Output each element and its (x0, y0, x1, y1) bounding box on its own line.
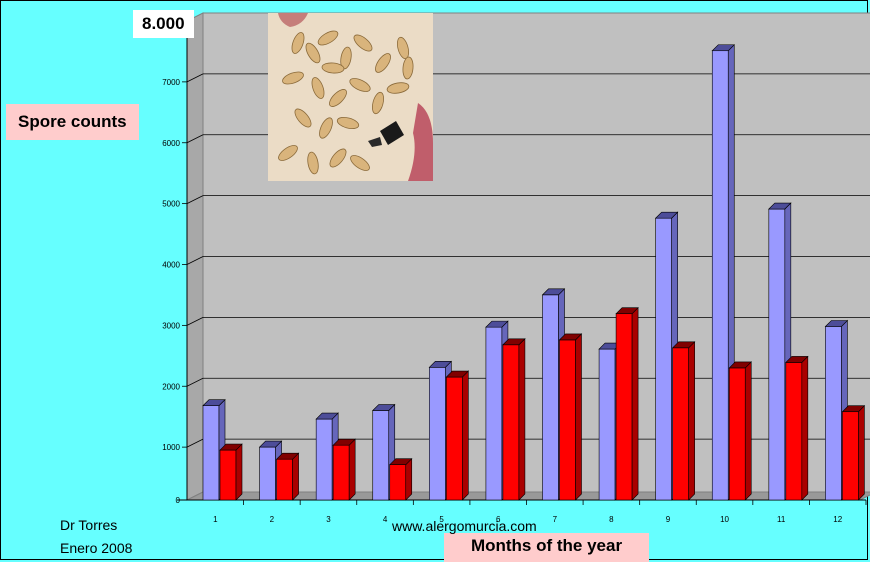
bar-top (558, 333, 583, 341)
bar-front (768, 208, 786, 501)
bar-top (258, 440, 283, 448)
y-axis-title: Spore counts (6, 104, 139, 140)
footer-author: Dr Torres (60, 517, 118, 533)
bar-front (485, 326, 503, 501)
bar-top (332, 438, 356, 446)
gridline-depth (186, 256, 204, 265)
bar-front (655, 217, 672, 501)
x-tick-label: 9 (666, 515, 671, 524)
bar-front (711, 50, 729, 501)
x-axis-title: Months of the year (444, 533, 649, 562)
bar-front (615, 313, 633, 501)
bar-top (275, 452, 300, 460)
spore-micrograph-image (268, 13, 433, 181)
bar-top (372, 404, 396, 411)
bar-top (541, 288, 566, 296)
bar-top (219, 443, 243, 451)
y-axis-max-label: 8.000 (133, 10, 194, 38)
bar-side (688, 341, 695, 501)
gridline-depth (186, 195, 204, 204)
bar-front (728, 367, 746, 501)
bar-top (428, 360, 453, 368)
bar-top (768, 202, 792, 210)
bar-top (728, 361, 752, 369)
gridline-depth (186, 134, 204, 144)
y-tick-label: 2000 (162, 382, 180, 391)
bar-side (631, 306, 639, 501)
bar-front (542, 294, 559, 501)
bar-top (654, 211, 679, 219)
y-tick-label: 4000 (162, 261, 180, 270)
x-tick-label: 11 (777, 515, 786, 524)
bar-side (744, 361, 752, 501)
bar-side (801, 355, 809, 501)
plot-side-wall (186, 12, 204, 501)
bar-top (502, 338, 526, 346)
y-tick-label: 3000 (162, 321, 180, 330)
bar-top (202, 399, 226, 406)
bar-side (405, 457, 413, 501)
bar-side (292, 452, 299, 501)
bar-side (518, 338, 526, 501)
y-tick-label: 5000 (162, 200, 180, 209)
bar-top (785, 356, 809, 363)
bar-front (559, 339, 576, 501)
bar-side (575, 333, 582, 501)
bar-top (389, 458, 413, 465)
bar-top (485, 320, 509, 328)
y-tick-label: 6000 (162, 139, 180, 148)
bar-top (445, 370, 470, 378)
bar-side (348, 438, 356, 501)
footer-date: Enero 2008 (60, 540, 133, 556)
bar-front (598, 348, 616, 501)
bar-front (276, 458, 293, 501)
bar-front (446, 376, 463, 501)
bar-front (672, 347, 689, 501)
bar-front (429, 366, 446, 501)
x-tick-label: 7 (553, 515, 558, 524)
bar-front (842, 411, 859, 501)
x-tick-label: 2 (270, 515, 275, 524)
bar-side (858, 405, 865, 501)
y-tick-label: 1000 (162, 443, 180, 452)
x-tick-label: 8 (609, 515, 614, 524)
x-tick-label: 4 (383, 515, 388, 524)
gridline-depth (186, 317, 204, 326)
bar-top (671, 341, 696, 349)
x-tick-label: 12 (833, 515, 842, 524)
gridline-depth (186, 438, 204, 448)
x-tick-label: 10 (720, 515, 729, 524)
bar-top (711, 44, 735, 52)
bar-side (235, 443, 243, 501)
bar-front (315, 418, 333, 501)
x-tick-label: 5 (439, 515, 444, 524)
bar-front (219, 449, 237, 501)
bar-front (202, 405, 220, 501)
bar-top (615, 307, 639, 315)
gridline-depth (186, 73, 204, 83)
bar-front (372, 410, 390, 501)
bar-front (332, 444, 350, 501)
x-tick-label: 3 (326, 515, 331, 524)
bar-front (389, 464, 407, 501)
website-url: www.alergomurcia.com (392, 518, 537, 534)
bar-top (824, 320, 849, 327)
bar-top (841, 405, 866, 413)
bar-side (462, 370, 469, 501)
bar-front (825, 326, 842, 501)
x-tick-label: 6 (496, 515, 501, 524)
gridline-depth (186, 377, 204, 387)
bar-top (315, 412, 339, 420)
y-tick-label: 7000 (162, 78, 180, 87)
bar-front (785, 362, 803, 501)
bar-front (502, 344, 520, 501)
x-tick-label: 1 (213, 515, 218, 524)
bar-front (259, 446, 276, 501)
